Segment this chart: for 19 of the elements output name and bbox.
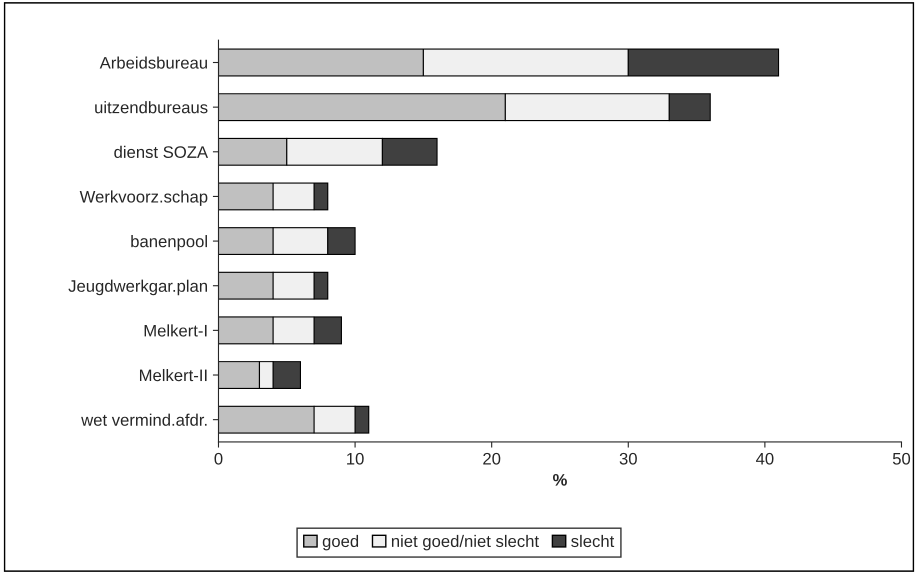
y-tick-label: dienst SOZA <box>114 146 208 158</box>
legend-label: goed <box>322 534 358 550</box>
legend-label: slecht <box>571 534 614 548</box>
y-tick-label: banenpool <box>131 235 207 251</box>
y-tick-label: Werkvoorz.schap <box>80 190 208 206</box>
y-tick-label: Jeugdwerkgar.plan <box>68 280 207 296</box>
y-tick-label: uitzendbureaus <box>95 101 208 114</box>
y-tick-label: wet vermind.afdr. <box>81 414 207 426</box>
y-tick-label: Melkert-II <box>140 368 207 382</box>
x-tick-label: 0 <box>214 452 222 465</box>
x-tick-label: 50 <box>892 452 910 465</box>
y-tick-label: Arbeidsbureau <box>100 56 207 69</box>
y-tick-label: Melkert-I <box>144 324 207 337</box>
x-tick-label: 40 <box>756 452 774 465</box>
x-tick-label: 30 <box>620 452 637 465</box>
x-axis-title: % <box>552 474 567 486</box>
legend-label: niet goed/niet slecht <box>392 534 539 550</box>
x-tick-label: 20 <box>483 452 500 465</box>
x-tick-label: 10 <box>347 452 364 465</box>
